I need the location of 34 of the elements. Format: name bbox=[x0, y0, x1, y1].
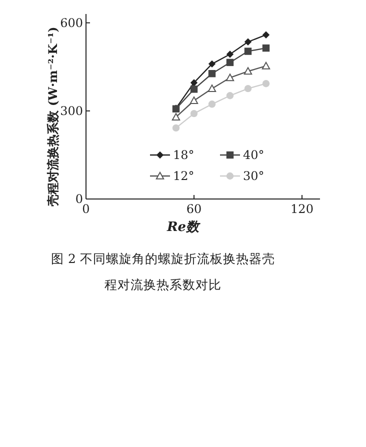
point bbox=[244, 67, 252, 75]
point bbox=[208, 84, 216, 92]
point bbox=[190, 96, 198, 104]
point bbox=[262, 44, 270, 52]
y-tick-label: 600 bbox=[60, 16, 83, 30]
point bbox=[244, 84, 252, 92]
point bbox=[172, 112, 180, 120]
x-tick-label: 120 bbox=[290, 202, 314, 216]
point bbox=[226, 74, 234, 82]
y-axis-title: 壳程对流换热系数 (W·m⁻²·K⁻¹) bbox=[46, 26, 60, 206]
legend-label: 40° bbox=[243, 148, 264, 162]
legend-label: 30° bbox=[243, 169, 264, 183]
point bbox=[208, 70, 216, 78]
point bbox=[172, 124, 180, 132]
point bbox=[226, 50, 234, 58]
y-tick-label: 0 bbox=[75, 192, 83, 206]
y-tick-label: 300 bbox=[60, 104, 83, 118]
point bbox=[208, 100, 216, 108]
point bbox=[190, 86, 198, 93]
legend-label: 12° bbox=[173, 169, 194, 183]
x-tick-label: 60 bbox=[186, 202, 202, 216]
point bbox=[262, 31, 270, 38]
text: 图 2 不同螺旋角的螺旋折流板换热器壳程对流换热系数对比 bbox=[51, 251, 275, 292]
point bbox=[244, 38, 252, 46]
point bbox=[262, 80, 270, 88]
point bbox=[190, 110, 198, 118]
point bbox=[208, 60, 216, 68]
point bbox=[226, 92, 234, 100]
point bbox=[226, 58, 234, 66]
point bbox=[244, 48, 252, 55]
point bbox=[262, 62, 270, 70]
legend-label: 18° bbox=[173, 148, 194, 162]
x-axis-title: Re数 bbox=[166, 220, 202, 235]
point bbox=[190, 79, 198, 86]
